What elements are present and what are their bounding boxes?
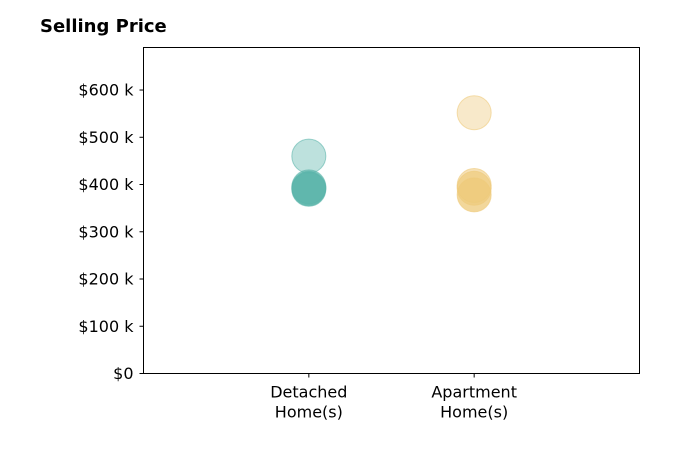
x-tick-label: Detached Home(s) [270, 383, 347, 422]
plot-frame [143, 47, 640, 374]
x-tick-label-line: Home(s) [275, 403, 343, 422]
y-tick-label: $200 k [78, 270, 134, 289]
x-tick-label-line: Home(s) [440, 403, 508, 422]
x-tick-label-line: Apartment [431, 383, 517, 402]
data-point [291, 171, 327, 207]
y-tick-label: $300 k [78, 222, 134, 241]
data-point [456, 95, 492, 131]
data-point [456, 177, 492, 213]
y-tick-label: $0 [113, 364, 133, 383]
data-point [291, 138, 327, 174]
y-tick-label: $400 k [78, 175, 134, 194]
x-tick-label: Apartment Home(s) [431, 383, 517, 422]
x-tick-label-line: Detached [270, 383, 347, 402]
x-axis: Detached Home(s)Apartment Home(s) [270, 373, 517, 422]
y-tick-label: $600 k [78, 81, 134, 100]
y-axis: $0 $100 k $200 k $300 k $400 k $500 k $600 k [78, 81, 144, 383]
y-tick-label: $500 k [78, 128, 134, 147]
chart-title: Selling Price [40, 16, 167, 37]
points-layer [291, 95, 492, 213]
y-tick-label: $100 k [78, 317, 134, 336]
